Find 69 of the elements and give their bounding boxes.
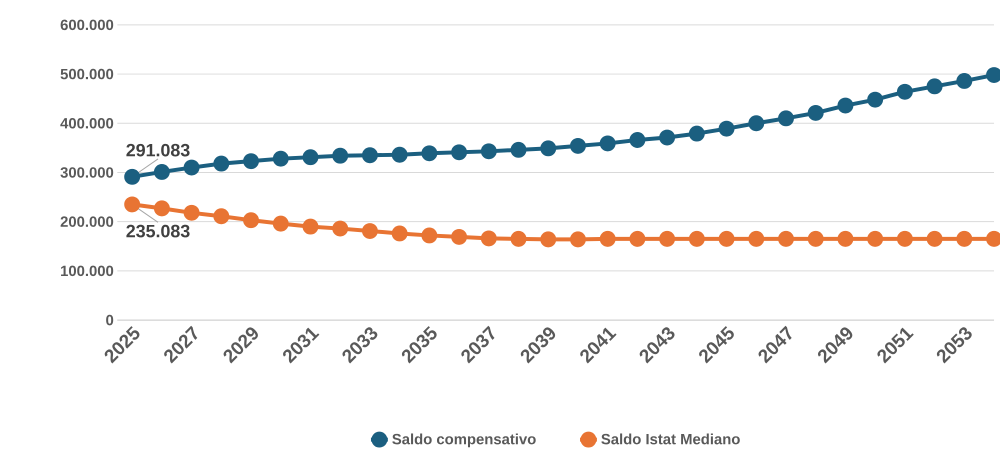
point bbox=[362, 147, 378, 164]
y-tick-label: 500.000 bbox=[60, 68, 114, 80]
point bbox=[659, 129, 676, 146]
point bbox=[124, 168, 140, 185]
point bbox=[332, 148, 348, 164]
point bbox=[213, 156, 230, 172]
point bbox=[243, 212, 259, 228]
point bbox=[688, 126, 705, 142]
point bbox=[629, 230, 646, 247]
point bbox=[243, 153, 259, 169]
point bbox=[600, 230, 616, 247]
point bbox=[867, 230, 884, 247]
point bbox=[154, 200, 170, 216]
point bbox=[659, 230, 676, 247]
point bbox=[867, 92, 884, 108]
point bbox=[451, 228, 468, 245]
point bbox=[808, 230, 824, 247]
point bbox=[332, 220, 348, 236]
point bbox=[600, 135, 616, 152]
point bbox=[480, 230, 497, 246]
point bbox=[272, 216, 289, 232]
point bbox=[510, 230, 526, 247]
point bbox=[956, 230, 972, 247]
data-label: 235.083 bbox=[126, 224, 190, 238]
point bbox=[510, 142, 526, 158]
point bbox=[213, 208, 230, 224]
point bbox=[302, 218, 318, 234]
point bbox=[748, 230, 764, 247]
point bbox=[778, 110, 794, 126]
point bbox=[124, 196, 140, 212]
point bbox=[451, 144, 468, 160]
point bbox=[362, 222, 378, 239]
y-tick-label: 200.000 bbox=[60, 216, 114, 227]
point bbox=[184, 159, 200, 176]
point bbox=[154, 164, 170, 180]
point bbox=[570, 138, 586, 154]
point bbox=[392, 225, 408, 242]
point bbox=[837, 97, 854, 114]
point bbox=[926, 78, 943, 94]
point bbox=[570, 231, 586, 248]
point bbox=[718, 230, 735, 247]
point bbox=[272, 150, 289, 167]
data-label: 291.083 bbox=[126, 144, 190, 156]
point bbox=[184, 204, 200, 221]
point bbox=[629, 132, 646, 148]
point bbox=[480, 143, 497, 160]
point bbox=[302, 149, 318, 166]
point bbox=[896, 84, 913, 100]
point bbox=[392, 146, 408, 163]
legend-label: Saldo Istat Mediano bbox=[601, 433, 740, 444]
point bbox=[926, 230, 943, 247]
point bbox=[778, 230, 794, 247]
point bbox=[956, 72, 972, 89]
y-tick-label: 400.000 bbox=[60, 118, 114, 128]
y-tick-label: 300.000 bbox=[60, 167, 114, 178]
y-tick-label: 0 bbox=[106, 314, 114, 326]
point bbox=[896, 230, 913, 247]
legend-label: Saldo compensativo bbox=[392, 433, 536, 448]
point bbox=[540, 231, 556, 248]
point bbox=[808, 104, 824, 121]
y-tick-label: 600.000 bbox=[60, 19, 114, 30]
point bbox=[718, 120, 735, 137]
point bbox=[421, 145, 438, 162]
y-tick-label: 100.000 bbox=[61, 266, 114, 276]
point bbox=[421, 227, 438, 244]
point bbox=[748, 115, 764, 132]
point bbox=[688, 230, 705, 247]
point bbox=[837, 230, 854, 247]
point bbox=[540, 140, 556, 156]
